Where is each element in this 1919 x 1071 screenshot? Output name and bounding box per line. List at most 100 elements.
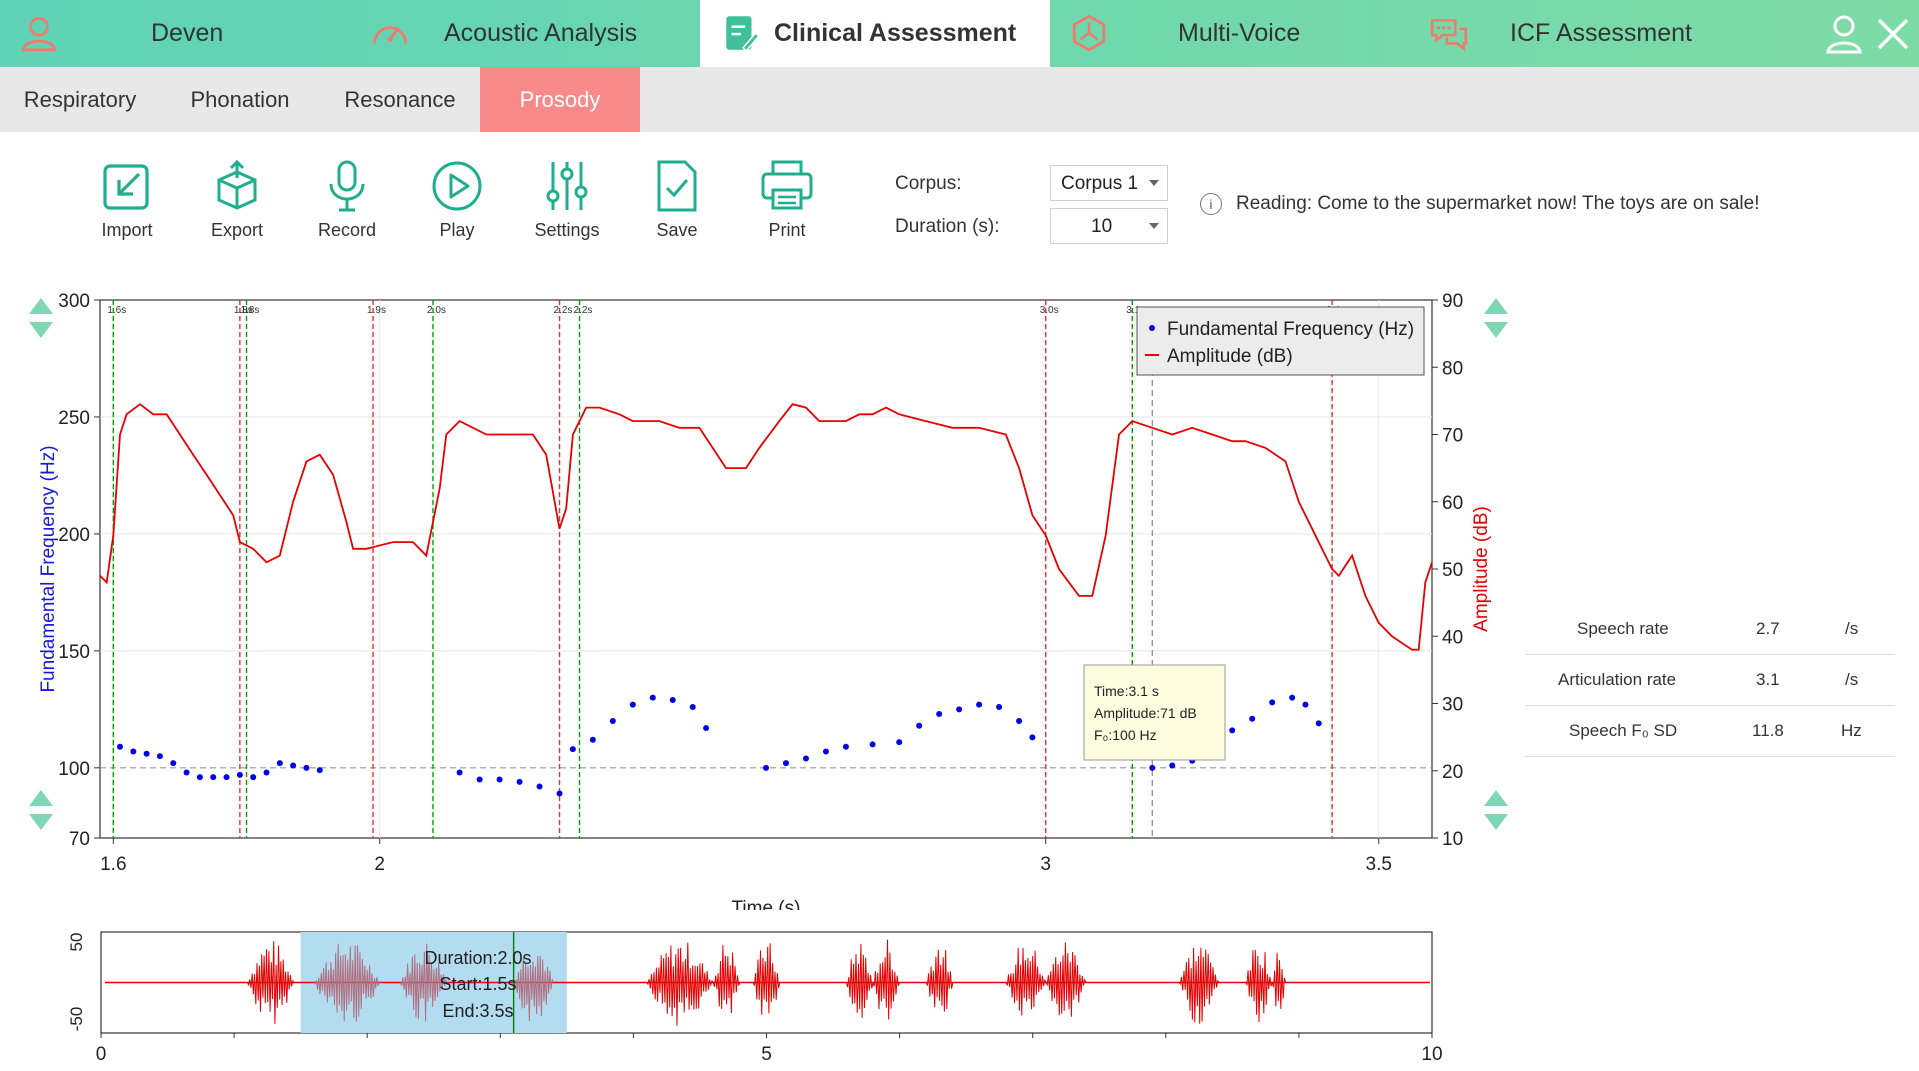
y-right-tick-label: 80 <box>1442 358 1463 379</box>
f0-data-point <box>896 739 903 746</box>
tab-multi-voice[interactable]: Multi-Voice <box>1050 0 1400 67</box>
f0-data-point <box>156 753 163 760</box>
duration-value: 10 <box>1091 216 1113 237</box>
subtab-prosody[interactable]: Prosody <box>480 67 640 132</box>
info-icon: i <box>1200 193 1222 215</box>
y-tick-label: 150 <box>58 642 90 663</box>
subtab-respiratory[interactable]: Respiratory <box>23 86 137 112</box>
subtab-resonance[interactable]: Resonance <box>344 86 456 112</box>
f0-data-point <box>210 774 217 781</box>
segment-marker-label: 3.0s <box>1040 305 1059 316</box>
y-tick-label: 200 <box>58 525 90 546</box>
duration-label: Duration (s): <box>895 216 1000 237</box>
f0-data-point <box>782 760 789 767</box>
f0-data-point <box>956 706 963 713</box>
f0-data-point <box>609 718 616 725</box>
record-button[interactable]: Record <box>302 158 392 241</box>
settings-button[interactable]: Settings <box>522 158 612 241</box>
f0-data-point <box>669 696 676 703</box>
left-axis-up-down-bottom[interactable] <box>27 788 55 832</box>
right-axis-up-down-top[interactable] <box>1482 296 1510 340</box>
segment-marker-label: 1.6s <box>107 305 126 316</box>
y-right-tick-label: 90 <box>1442 291 1463 312</box>
waveform-burst <box>513 955 554 1021</box>
x-tick-label: 2 <box>374 854 385 875</box>
close-icon[interactable] <box>1871 12 1915 56</box>
import-button[interactable]: Import <box>82 158 172 241</box>
tab-icf-assessment[interactable]: ICF Assessment <box>1400 0 1800 67</box>
waveform-burst <box>246 941 295 1024</box>
tooltip-amplitude: Amplitude:71 dB <box>1094 705 1197 721</box>
duration-select[interactable]: 10 <box>1050 208 1168 244</box>
waveform-burst <box>1245 949 1273 1023</box>
waveform-x-tick-label: 5 <box>761 1044 772 1065</box>
selection-end: End:3.5s <box>442 1001 513 1021</box>
right-axis-up-down-bottom[interactable] <box>1482 788 1510 832</box>
export-button[interactable]: Export <box>192 158 282 241</box>
waveform-y-tick-label: -50 <box>67 1007 86 1032</box>
f0-data-point <box>1302 701 1309 708</box>
waveform-y-tick-label: 50 <box>67 933 86 952</box>
microphone-icon <box>329 160 365 212</box>
stat-label: Speech rate <box>1577 619 1669 638</box>
chat-bubbles-icon <box>1430 19 1468 52</box>
y-right-tick-label: 50 <box>1442 560 1463 581</box>
settings-label: Settings <box>534 220 600 240</box>
account-icon[interactable] <box>1822 12 1866 56</box>
waveform-burst <box>712 945 741 1014</box>
printer-icon <box>761 160 813 210</box>
waveform-burst <box>925 949 954 1012</box>
waveform-chart[interactable]: Duration:2.0s Start:1.5s End:3.5s 50 -50 0 5 10 <box>0 910 1919 1071</box>
tab-deven[interactable]: Deven <box>0 0 285 67</box>
stat-label: Speech F₀ SD <box>1569 721 1678 740</box>
f0-data-point <box>1289 694 1296 701</box>
stat-unit: /s <box>1845 619 1859 638</box>
tab-acoustic-analysis[interactable]: Acoustic Analysis <box>285 0 700 67</box>
f0-data-point <box>1029 734 1036 741</box>
y-right-tick-label: 40 <box>1442 627 1463 648</box>
y-tick-label: 70 <box>69 829 90 850</box>
y-axis-label: Fundamental Frequency (Hz) <box>38 445 59 692</box>
tab-label: Clinical Assessment <box>774 19 1017 47</box>
left-axis-up-down-top[interactable] <box>27 296 55 340</box>
corpus-select[interactable]: Corpus 1 <box>1050 165 1168 201</box>
segment-marker-label: 2.2s <box>574 305 593 316</box>
f0-data-point <box>976 701 983 708</box>
f0-data-point <box>1229 727 1236 734</box>
y-right-tick-label: 20 <box>1442 762 1463 783</box>
waveform-burst <box>400 943 448 1022</box>
save-button[interactable]: Save <box>632 158 722 241</box>
legend-amplitude-label: Amplitude (dB) <box>1167 346 1293 367</box>
f0-data-point <box>316 767 323 774</box>
y-right-tick-label: 30 <box>1442 695 1463 716</box>
f0-data-point <box>516 778 523 785</box>
legend-f0-marker <box>1149 325 1155 331</box>
play-button[interactable]: Play <box>412 158 502 241</box>
import-icon <box>103 164 149 210</box>
f0-data-point <box>170 760 177 767</box>
subtab-phonation[interactable]: Phonation <box>190 86 290 112</box>
f0-data-point <box>1149 764 1156 771</box>
prosody-chart[interactable]: 1.6s1.8s2.0s2.2s3.1s1.8s1.9s2.2s3.0s3.4s… <box>0 280 1919 910</box>
sliders-icon <box>546 162 588 210</box>
stat-unit: /s <box>1845 670 1859 689</box>
clipboard-edit-icon <box>726 16 760 53</box>
stat-label: Articulation rate <box>1558 670 1677 689</box>
print-button[interactable]: Print <box>742 158 832 241</box>
f0-data-point <box>589 736 596 743</box>
waveform-burst <box>752 943 781 1015</box>
y-tick-label: 300 <box>58 291 90 312</box>
tab-label: Deven <box>151 19 224 47</box>
stat-unit: Hz <box>1841 721 1862 740</box>
waveform-burst <box>313 943 381 1022</box>
play-icon <box>432 161 482 211</box>
f0-data-point <box>196 774 203 781</box>
stat-row-speech-rate: Speech rate 2.7 /s <box>1525 604 1895 655</box>
tab-clinical-assessment[interactable]: Clinical Assessment <box>700 0 1050 67</box>
chevron-down-icon <box>1149 223 1159 229</box>
f0-data-point <box>496 776 503 783</box>
f0-data-point <box>263 769 270 776</box>
f0-data-point <box>236 771 243 778</box>
chart-legend <box>1136 306 1425 376</box>
corpus-label: Corpus: <box>895 173 962 194</box>
